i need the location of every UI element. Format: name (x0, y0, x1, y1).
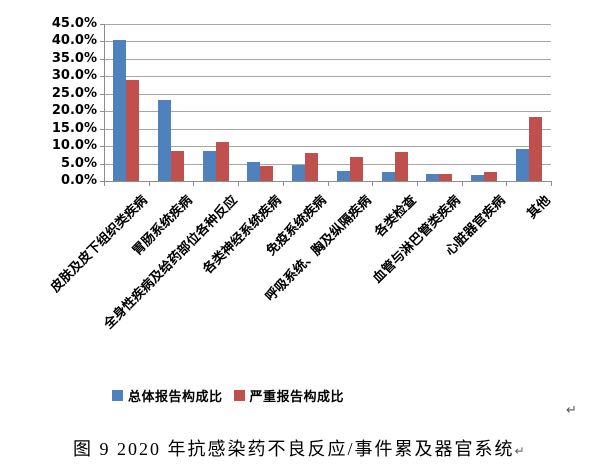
y-tick-label-10: 10.0% (51, 138, 97, 154)
x-axis-line (104, 181, 552, 182)
x-axis-tick (282, 182, 284, 186)
bar-series1-cat3 (260, 165, 274, 181)
y-tick-label-30: 30.0% (51, 68, 97, 84)
gridline-15pct (104, 128, 551, 130)
y-axis-tick (100, 111, 104, 113)
y-tick-label-40: 40.0% (51, 33, 97, 49)
y-axis-tick (100, 146, 104, 148)
bar-series1-cat9 (528, 117, 542, 181)
bar-chart: 0.0% 5.0% 10.0% 15.0% 20.0% 25.0% 30.0% 35.0% 40… (48, 16, 554, 406)
x-axis-tick (551, 182, 552, 186)
bar-series0-cat8 (470, 174, 484, 181)
figure-caption-text: 图 9 2020 年抗感染药不良反应/事件累及器官系统 (73, 439, 515, 459)
bar-series0-cat6 (381, 172, 395, 181)
legend-label: 严重报告构成比 (249, 390, 345, 405)
bar-series1-cat8 (483, 171, 497, 181)
bar-series0-cat2 (202, 151, 216, 181)
y-axis-tick (100, 128, 104, 130)
y-axis-tick (100, 58, 104, 60)
y-tick-label-5: 5.0% (60, 155, 97, 171)
bar-series0-cat0 (113, 40, 127, 181)
legend-item-0: 总体报告构成比 (112, 386, 223, 405)
y-tick-label-25: 25.0% (51, 85, 97, 101)
x-axis-tick (372, 182, 374, 186)
x-axis-tick (327, 182, 329, 186)
bar-series0-cat5 (336, 170, 350, 181)
x-axis-tick (193, 182, 195, 186)
y-axis-tick (100, 93, 104, 95)
bar-series1-cat0 (126, 80, 140, 181)
x-axis-tick (148, 182, 150, 186)
plot-area (104, 24, 551, 181)
y-tick-label-35: 35.0% (51, 50, 97, 66)
x-category-label-9: 其他 (524, 193, 554, 223)
bar-series0-cat1 (158, 100, 172, 181)
x-category-label-3: 各类神经系统疾病 (200, 193, 286, 278)
gridline-5pct (104, 163, 551, 165)
chart-legend: 总体报告构成比 严重报告构成比 (112, 386, 355, 405)
gridline-30pct (104, 76, 551, 78)
bar-series0-cat4 (292, 165, 306, 181)
y-axis-tick (100, 41, 104, 43)
bar-series1-cat7 (439, 173, 453, 181)
y-axis-tick (100, 24, 104, 25)
gridline-25pct (104, 93, 551, 95)
caption-return-mark: ↵ (514, 444, 525, 458)
figure-caption: 图 9 2020 年抗感染药不良反应/事件累及器官系统↵ (73, 435, 525, 461)
bar-series0-cat3 (247, 161, 261, 181)
y-axis-tick (100, 181, 104, 182)
gridline-40pct (104, 41, 551, 43)
legend-label: 总体报告构成比 (128, 390, 223, 405)
gridline-35pct (104, 58, 551, 60)
x-axis-tick (416, 182, 418, 186)
x-axis-tick (238, 182, 240, 186)
bar-series0-cat9 (515, 148, 529, 181)
bar-series1-cat4 (305, 153, 319, 181)
gridline-45pct (104, 24, 551, 25)
y-axis-tick (100, 163, 104, 165)
x-axis-tick (506, 182, 508, 186)
bar-series1-cat6 (394, 151, 408, 181)
legend-swatch-icon (233, 390, 245, 401)
gridline-10pct (104, 146, 551, 148)
bar-series0-cat7 (426, 173, 440, 181)
y-tick-label-15: 15.0% (51, 120, 97, 136)
y-axis-tick (100, 76, 104, 78)
y-tick-label-0: 0.0% (60, 173, 97, 188)
bar-series1-cat1 (171, 151, 185, 181)
legend-item-1: 严重报告构成比 (233, 386, 345, 405)
gridline-20pct (104, 111, 551, 113)
y-tick-label-45: 45.0% (51, 16, 97, 31)
x-axis-tick (461, 182, 463, 186)
legend-swatch-icon (112, 390, 123, 401)
y-tick-label-20: 20.0% (51, 103, 97, 119)
y-axis-line (104, 24, 105, 181)
bar-series1-cat2 (215, 141, 229, 181)
paragraph-return-mark: ↵ (566, 403, 577, 418)
x-axis-tick (104, 182, 105, 186)
bar-series1-cat5 (349, 156, 363, 181)
